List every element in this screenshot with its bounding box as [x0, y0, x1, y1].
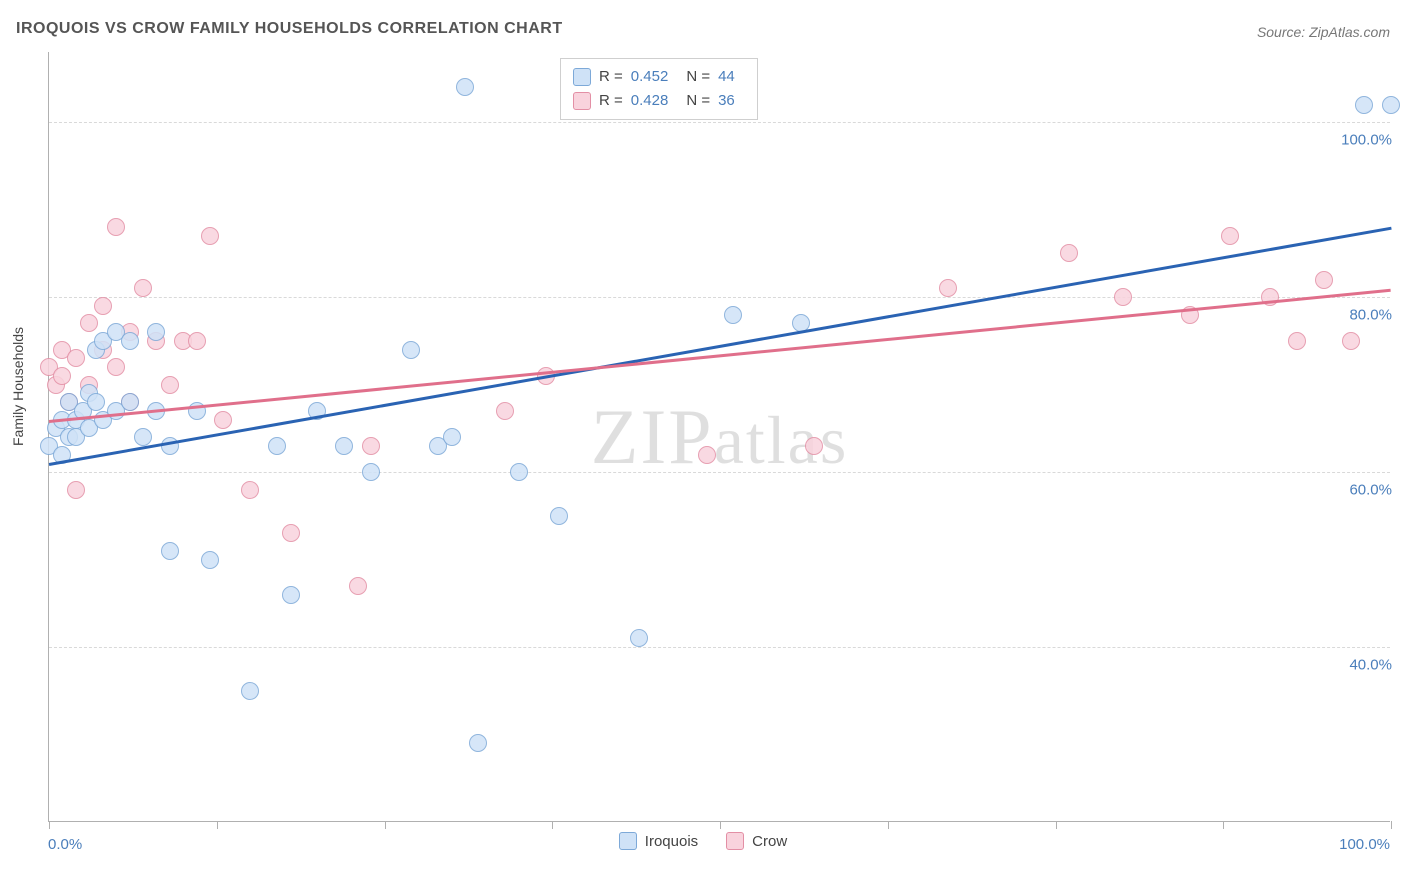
- legend-row-crow: R = 0.428 N = 36: [573, 89, 745, 113]
- legend-row-iroquois: R = 0.452 N = 44: [573, 65, 745, 89]
- data-point: [724, 306, 742, 324]
- data-point: [1114, 288, 1132, 306]
- data-point: [443, 428, 461, 446]
- data-point: [241, 481, 259, 499]
- source-label: Source: ZipAtlas.com: [1257, 24, 1390, 40]
- data-point: [510, 463, 528, 481]
- legend-item-iroquois: Iroquois: [619, 832, 698, 850]
- x-tick: [1391, 821, 1392, 829]
- data-point: [121, 332, 139, 350]
- data-point: [630, 629, 648, 647]
- n-value-crow: 36: [718, 89, 735, 113]
- swatch-iroquois: [619, 832, 637, 850]
- data-point: [1342, 332, 1360, 350]
- x-tick: [49, 821, 50, 829]
- data-point: [402, 341, 420, 359]
- correlation-legend: R = 0.452 N = 44 R = 0.428 N = 36: [560, 58, 758, 120]
- gridline: [49, 122, 1390, 123]
- gridline: [49, 297, 1390, 298]
- data-point: [161, 376, 179, 394]
- swatch-crow: [726, 832, 744, 850]
- trend-line: [49, 227, 1391, 466]
- data-point: [80, 314, 98, 332]
- x-tick: [217, 821, 218, 829]
- chart-title: IROQUOIS VS CROW FAMILY HOUSEHOLDS CORRE…: [16, 20, 563, 38]
- r-label: R =: [599, 89, 623, 113]
- r-value-crow: 0.428: [631, 89, 669, 113]
- data-point: [282, 524, 300, 542]
- data-point: [349, 577, 367, 595]
- x-tick: [1056, 821, 1057, 829]
- data-point: [53, 367, 71, 385]
- data-point: [939, 279, 957, 297]
- data-point: [1288, 332, 1306, 350]
- data-point: [134, 428, 152, 446]
- data-point: [121, 393, 139, 411]
- x-tick: [552, 821, 553, 829]
- x-tick-label-min: 0.0%: [48, 836, 82, 853]
- trend-line: [49, 288, 1391, 422]
- data-point: [1315, 271, 1333, 289]
- data-point: [805, 437, 823, 455]
- chart-container: IROQUOIS VS CROW FAMILY HOUSEHOLDS CORRE…: [0, 0, 1406, 892]
- legend-item-crow: Crow: [726, 832, 787, 850]
- n-label: N =: [686, 65, 710, 89]
- r-label: R =: [599, 65, 623, 89]
- x-tick-label-max: 100.0%: [1339, 836, 1390, 853]
- data-point: [469, 734, 487, 752]
- gridline: [49, 647, 1390, 648]
- legend-label-iroquois: Iroquois: [645, 833, 698, 850]
- data-point: [67, 349, 85, 367]
- data-point: [496, 402, 514, 420]
- data-point: [107, 358, 125, 376]
- x-tick: [888, 821, 889, 829]
- data-point: [550, 507, 568, 525]
- data-point: [268, 437, 286, 455]
- data-point: [67, 481, 85, 499]
- data-point: [214, 411, 232, 429]
- data-point: [188, 332, 206, 350]
- data-point: [161, 542, 179, 560]
- plot-area: ZIPatlas: [48, 52, 1390, 822]
- data-point: [1382, 96, 1400, 114]
- data-point: [362, 437, 380, 455]
- data-point: [456, 78, 474, 96]
- gridline: [49, 472, 1390, 473]
- data-point: [241, 682, 259, 700]
- data-point: [1355, 96, 1373, 114]
- r-value-iroquois: 0.452: [631, 65, 669, 89]
- x-tick: [1223, 821, 1224, 829]
- data-point: [94, 297, 112, 315]
- data-point: [134, 279, 152, 297]
- y-axis-label: Family Households: [10, 327, 26, 446]
- data-point: [1060, 244, 1078, 262]
- data-point: [201, 551, 219, 569]
- data-point: [698, 446, 716, 464]
- legend-label-crow: Crow: [752, 833, 787, 850]
- data-point: [362, 463, 380, 481]
- swatch-iroquois: [573, 68, 591, 86]
- n-value-iroquois: 44: [718, 65, 735, 89]
- data-point: [107, 218, 125, 236]
- n-label: N =: [686, 89, 710, 113]
- series-legend: Iroquois Crow: [0, 832, 1406, 850]
- swatch-crow: [573, 92, 591, 110]
- x-tick: [385, 821, 386, 829]
- x-tick: [720, 821, 721, 829]
- data-point: [201, 227, 219, 245]
- data-point: [87, 393, 105, 411]
- data-point: [1221, 227, 1239, 245]
- data-point: [282, 586, 300, 604]
- data-point: [335, 437, 353, 455]
- watermark: ZIPatlas: [591, 392, 849, 482]
